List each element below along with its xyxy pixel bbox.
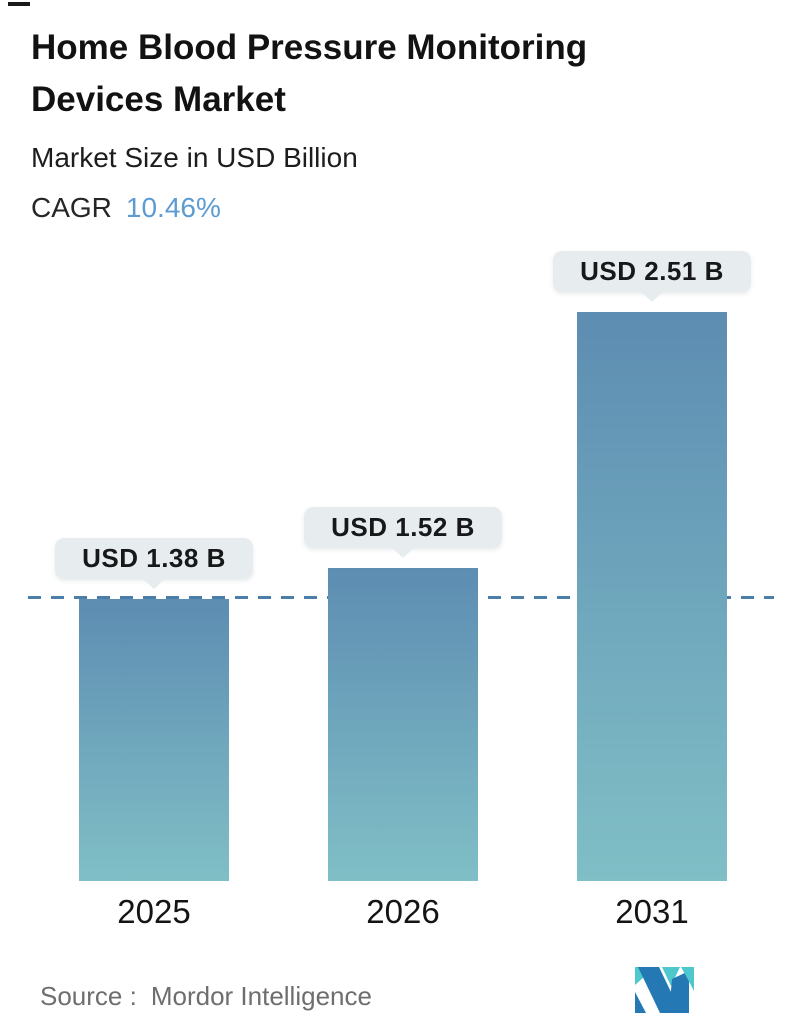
value-bubble-2026: USD 1.52 B <box>304 507 502 558</box>
bubble-pointer <box>640 291 664 302</box>
x-axis-label-2026: 2026 <box>366 893 440 930</box>
source-line: Source : Mordor Intelligence <box>40 981 372 1012</box>
chart-header: Home Blood Pressure Monitoring Devices M… <box>31 22 587 224</box>
page-title: Home Blood Pressure Monitoring Devices M… <box>31 22 587 126</box>
logo-teal-topright <box>681 967 694 991</box>
mordor-intelligence-logo <box>635 967 694 1013</box>
value-bubble-2025: USD 1.38 B <box>55 538 253 589</box>
bar-2031 <box>577 312 727 881</box>
logo-teal-middle <box>662 967 680 986</box>
top-left-crop-artifact <box>8 2 30 6</box>
x-axis-label-2025: 2025 <box>117 893 191 930</box>
bar-2025 <box>79 599 229 881</box>
title-line-1: Home Blood Pressure Monitoring <box>31 28 588 67</box>
value-label: USD 2.51 B <box>580 256 724 286</box>
logo-blue-right <box>669 971 689 1013</box>
x-axis-label-2031: 2031 <box>615 893 689 930</box>
logo-blue-bottomleft <box>635 992 646 1013</box>
cagr-value: 10.46% <box>125 192 221 223</box>
value-label: USD 1.38 B <box>82 543 226 573</box>
source-label: Source : <box>40 981 137 1011</box>
value-bubble-2031: USD 2.51 B <box>553 251 751 302</box>
value-label: USD 1.52 B <box>331 512 475 542</box>
source-value: Mordor Intelligence <box>150 981 372 1011</box>
cagr-label: CAGR <box>31 192 112 223</box>
bubble-pointer <box>142 578 166 589</box>
bubble-pointer <box>391 547 415 558</box>
cagr-row: CAGR 10.46% <box>31 192 587 224</box>
title-line-2: Devices Market <box>31 80 286 119</box>
bar-2026 <box>328 568 478 881</box>
chart-subtitle: Market Size in USD Billion <box>31 142 358 173</box>
